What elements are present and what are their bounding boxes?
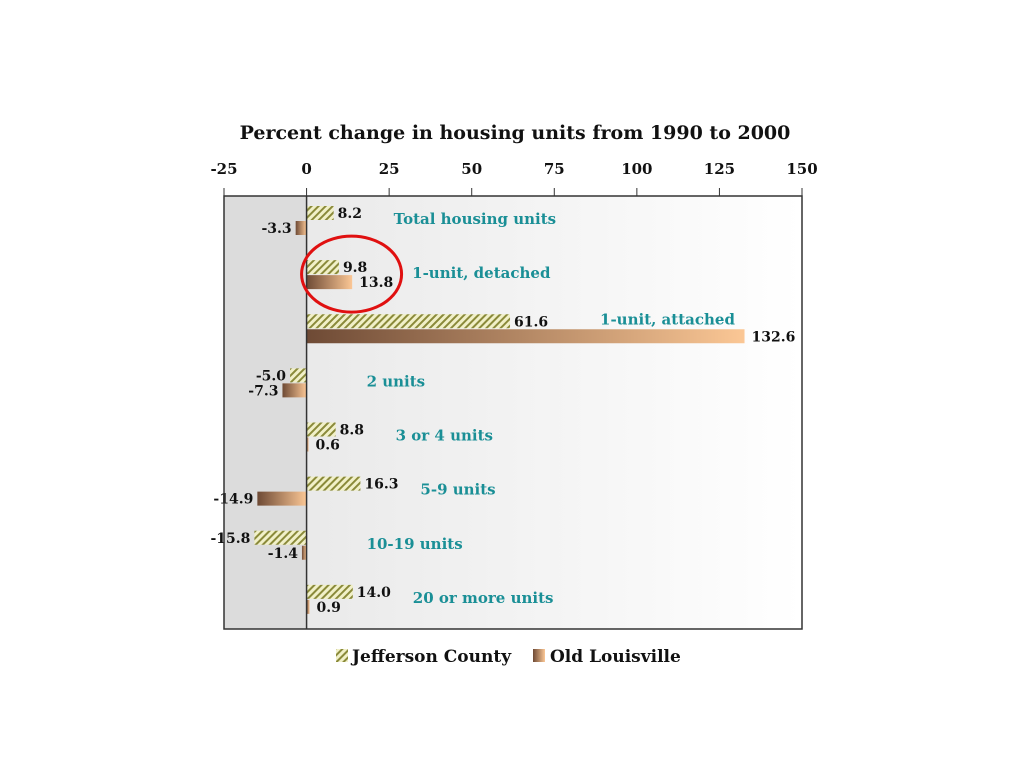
chart-title: Percent change in housing units from 199… <box>240 122 791 144</box>
x-tick-label: 125 <box>704 160 735 178</box>
data-labels: 8.2 -3.3 9.813.8 61.6 132.6 -5.0-7.3 8.80.6 16.… <box>210 206 795 616</box>
bar-old-louisville-20-or-more-units <box>306 599 310 614</box>
bar-jefferson-county-20-or-more-units <box>306 584 353 599</box>
bar-old-louisville-3-or-4-units <box>306 437 309 452</box>
bar-old-louisville-5-9-units <box>257 491 307 506</box>
bar-jefferson-county-3-or-4-units <box>306 422 336 437</box>
legend-swatch-jefferson-county <box>336 649 348 662</box>
category-label-5-9-units: 5-9 units <box>420 481 495 499</box>
category-label-1-unit-attached: 1-unit, attached <box>600 310 735 328</box>
bars <box>254 206 745 614</box>
data-label-jefferson-county: -5.0 <box>256 368 286 384</box>
category-label-10-19-units: 10-19 units <box>367 535 463 553</box>
category-label-1-unit-detached: 1-unit, detached <box>412 264 551 282</box>
data-label-jefferson-county: 9.8 <box>343 260 367 276</box>
data-label-old-louisville: 132.6 <box>752 329 796 345</box>
data-label-jefferson-county: -15.8 <box>210 531 250 547</box>
category-label-total-housing-units: Total housing units <box>394 210 556 228</box>
x-tick-label: 100 <box>621 160 652 178</box>
x-tick-label: 75 <box>544 160 565 178</box>
plot-border <box>223 195 803 630</box>
legend-swatch-old-louisville <box>533 649 545 662</box>
data-label-old-louisville: 0.9 <box>317 600 341 616</box>
negative-region <box>224 196 307 629</box>
x-tick-label: -25 <box>210 160 237 178</box>
bar-old-louisville-1-unit-attached <box>306 329 745 344</box>
bar-jefferson-county-2-units <box>290 368 307 383</box>
bar-old-louisville-1-unit-detached <box>306 275 353 290</box>
legend-label-jefferson-county: Jefferson County <box>350 647 512 667</box>
x-tick-label: 25 <box>379 160 400 178</box>
bar-jefferson-county-total-housing-units <box>306 206 334 220</box>
legend: Jefferson County Old Louisville <box>336 647 681 667</box>
bar-old-louisville-total-housing-units <box>295 221 307 235</box>
data-label-old-louisville: 0.6 <box>316 438 340 454</box>
data-label-jefferson-county: 8.2 <box>338 206 362 222</box>
data-label-old-louisville: -1.4 <box>268 546 298 562</box>
category-label-3-or-4-units: 3 or 4 units <box>396 427 493 445</box>
bar-jefferson-county-1-unit-detached <box>306 260 339 275</box>
data-label-old-louisville: -7.3 <box>248 383 278 399</box>
data-label-jefferson-county: 14.0 <box>357 585 391 601</box>
x-tick-label: 150 <box>786 160 817 178</box>
bar-jefferson-county-5-9-units <box>306 476 361 491</box>
bar-old-louisville-10-19-units <box>301 545 307 560</box>
category-labels: Total housing units 1-unit, detached 1-uni… <box>367 210 736 607</box>
x-tick-label: 50 <box>461 160 482 178</box>
data-label-jefferson-county: 16.3 <box>364 477 398 493</box>
data-label-old-louisville: 13.8 <box>359 275 393 291</box>
bar-old-louisville-2-units <box>282 383 307 398</box>
data-label-jefferson-county: 61.6 <box>514 314 548 330</box>
bar-jefferson-county-10-19-units <box>254 530 307 545</box>
bar-jefferson-county-1-unit-attached <box>306 314 511 329</box>
category-label-20-or-more-units: 20 or more units <box>413 589 554 607</box>
data-label-jefferson-county: 8.8 <box>340 423 364 439</box>
highlight-circle <box>300 234 404 314</box>
data-label-old-louisville: -3.3 <box>262 221 292 237</box>
category-label-2-units: 2 units <box>367 372 426 390</box>
data-label-old-louisville: -14.9 <box>213 492 253 508</box>
legend-label-old-louisville: Old Louisville <box>550 647 681 667</box>
x-tick-label: 0 <box>301 160 311 178</box>
